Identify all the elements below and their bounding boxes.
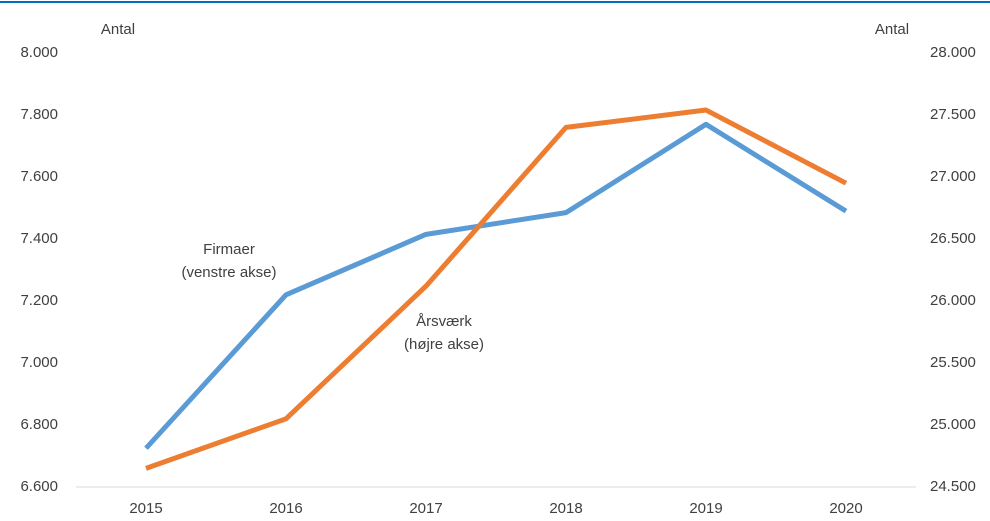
- y-tick-label: 7.000: [20, 354, 58, 371]
- series-line: [144, 121, 848, 450]
- x-tick-label: 2019: [689, 500, 722, 517]
- x-tick-label: 2017: [409, 500, 442, 517]
- x-tick-label: 2020: [829, 500, 862, 517]
- annotation: Firmaer: [203, 241, 255, 258]
- y-axis-title: Antal: [101, 21, 135, 38]
- x-tick-label: 2018: [549, 500, 582, 517]
- y2-axis-title: Antal: [875, 21, 909, 38]
- y2-tick-label: 28.000: [930, 44, 976, 61]
- y2-tick-label: 26.500: [930, 230, 976, 247]
- y2-tick-label: 25.500: [930, 354, 976, 371]
- y-tick-label: 6.800: [20, 416, 58, 433]
- y2-tick-label: 27.500: [930, 106, 976, 123]
- annotation: Årsværk: [416, 313, 472, 330]
- y-tick-label: 8.000: [20, 44, 58, 61]
- y2-tick-label: 25.000: [930, 416, 976, 433]
- annotation: (højre akse): [404, 336, 484, 353]
- y-tick-label: 7.800: [20, 106, 58, 123]
- y-tick-label: 7.200: [20, 292, 58, 309]
- y2-tick-label: 24.500: [930, 478, 976, 495]
- y-tick-label: 6.600: [20, 478, 58, 495]
- series-line: [145, 107, 848, 471]
- y2-tick-label: 26.000: [930, 292, 976, 309]
- y-tick-label: 7.400: [20, 230, 58, 247]
- y2-tick-label: 27.000: [930, 168, 976, 185]
- x-tick-label: 2015: [129, 500, 162, 517]
- y-tick-label: 7.600: [20, 168, 58, 185]
- x-tick-label: 2016: [269, 500, 302, 517]
- annotation: (venstre akse): [181, 264, 276, 281]
